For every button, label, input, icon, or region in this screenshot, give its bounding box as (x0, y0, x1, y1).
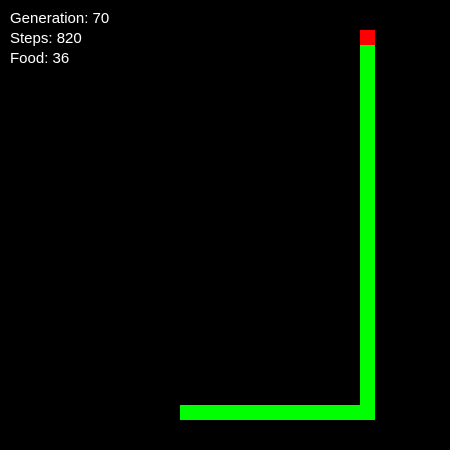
food-text: Food: 36 (10, 49, 109, 69)
snake-body-horizontal (180, 405, 375, 420)
steps-text: Steps: 820 (10, 29, 109, 49)
snake-body-vertical (360, 45, 375, 420)
snake-head (360, 30, 375, 45)
generation-text: Generation: 70 (10, 9, 109, 29)
stats-panel: Generation: 70 Steps: 820 Food: 36 (10, 9, 109, 69)
